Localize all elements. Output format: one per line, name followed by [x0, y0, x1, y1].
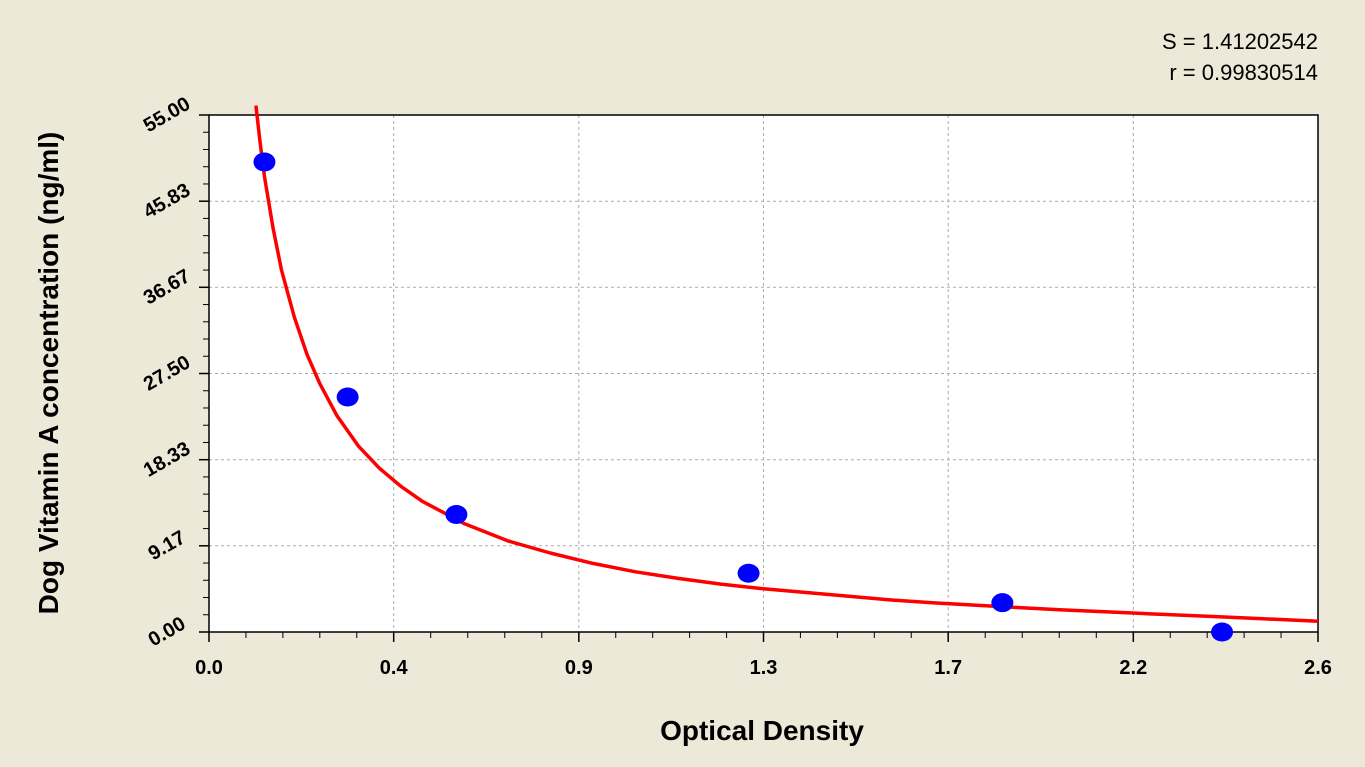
x-tick-label: 0.4: [380, 657, 409, 679]
data-point: [991, 593, 1014, 613]
plot-frame: [208, 114, 1319, 633]
data-points-layer: [253, 152, 1234, 642]
y-axis-title: Dog Vitamin A concentration (ng/ml): [33, 132, 64, 615]
minor-ticks: [199, 114, 1319, 642]
s-statistic-label: S = 1.41202542: [1162, 29, 1318, 54]
data-point: [336, 387, 359, 407]
y-tick-labels: 0.00 9.17 18.33 27.50 36.67 45.83 55.00: [140, 93, 194, 651]
x-tick-label: 2.6: [1304, 657, 1332, 679]
data-point: [1211, 622, 1234, 642]
y-tick-label: 9.17: [145, 527, 190, 566]
x-tick-label: 0.9: [565, 657, 593, 679]
x-tick-label: 1.3: [750, 657, 778, 679]
y-tick-label: 18.33: [140, 438, 194, 482]
fitted-curve-layer: [254, 105, 1319, 623]
data-point: [445, 505, 468, 524]
y-tick-label: 36.67: [140, 265, 194, 309]
r-statistic-label: r = 0.99830514: [1169, 60, 1318, 85]
x-tick-labels: 0.0 0.4 0.9 1.3 1.7 2.2 2.6: [195, 657, 1332, 679]
data-point: [253, 152, 276, 172]
y-tick-label: 55.00: [140, 93, 194, 137]
y-tick-label: 27.50: [140, 351, 194, 395]
data-point: [737, 563, 760, 583]
y-tick-label: 45.83: [140, 179, 194, 223]
fitted-curve: [254, 105, 1319, 623]
grid-lines: [209, 115, 1318, 632]
y-tick-label: 0.00: [145, 613, 190, 652]
x-tick-label: 0.0: [195, 657, 223, 679]
x-tick-label: 1.7: [934, 657, 962, 679]
x-axis-title: Optical Density: [660, 715, 864, 746]
x-tick-label: 2.2: [1119, 657, 1147, 679]
